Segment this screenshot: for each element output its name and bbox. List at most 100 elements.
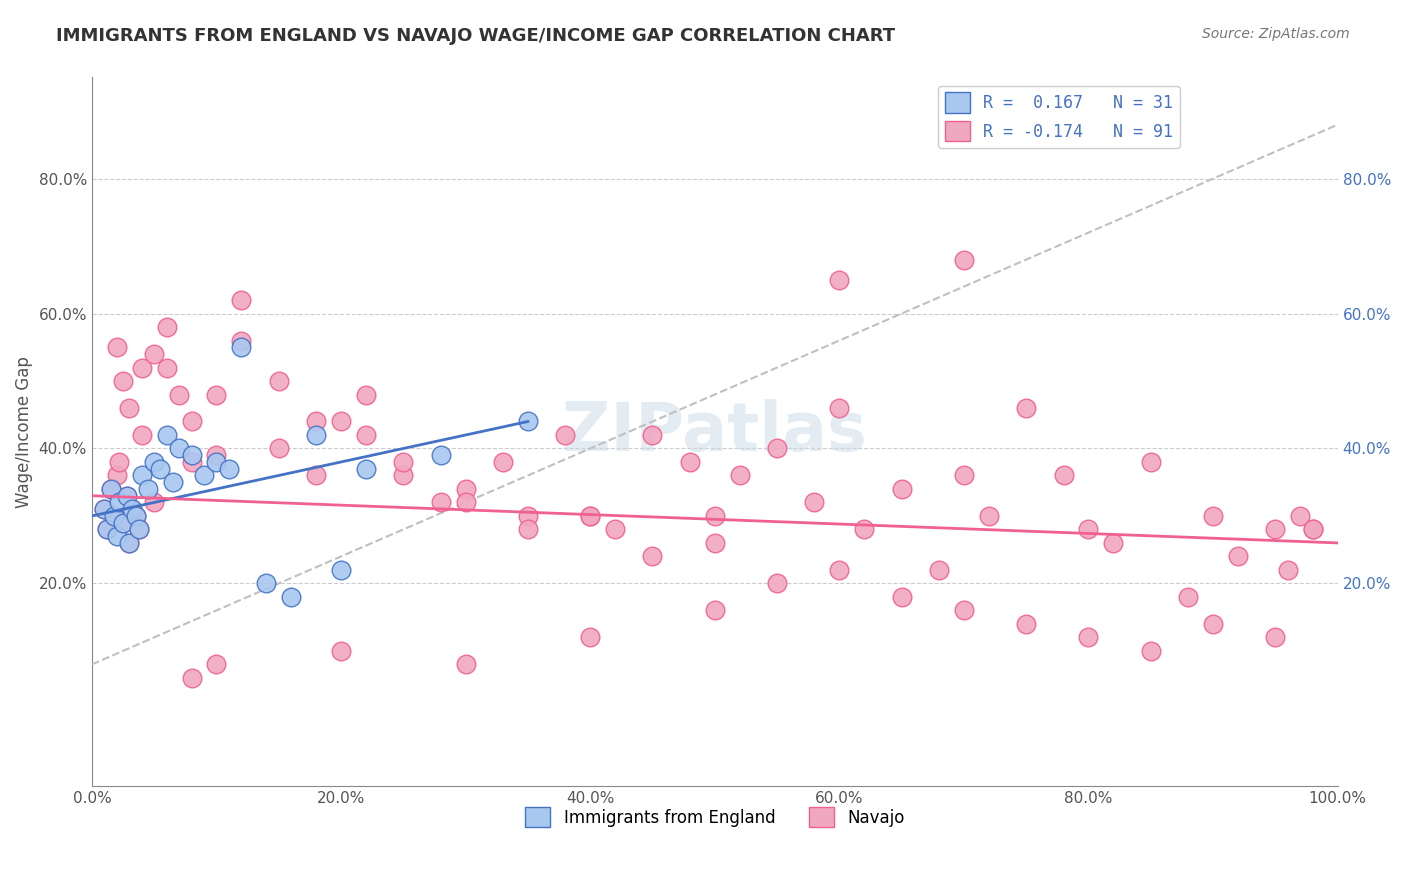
Point: [330, 644, 353, 658]
Point: [1277, 563, 1299, 577]
Point: [1177, 590, 1199, 604]
Point: [136, 482, 159, 496]
Point: [205, 657, 228, 672]
Legend: Immigrants from England, Navajo: Immigrants from England, Navajo: [519, 800, 911, 834]
Point: [128, 523, 150, 537]
Point: [853, 523, 876, 537]
Point: [305, 468, 328, 483]
Point: [516, 523, 538, 537]
Point: [766, 576, 789, 591]
Point: [554, 428, 576, 442]
Point: [118, 536, 141, 550]
Point: [516, 508, 538, 523]
Point: [1302, 523, 1324, 537]
Point: [143, 347, 166, 361]
Point: [112, 374, 135, 388]
Point: [641, 428, 664, 442]
Point: [100, 482, 122, 496]
Point: [1077, 631, 1099, 645]
Point: [115, 489, 138, 503]
Point: [105, 468, 128, 483]
Point: [143, 455, 166, 469]
Point: [766, 442, 789, 456]
Point: [641, 549, 664, 564]
Point: [231, 340, 253, 354]
Point: [118, 401, 141, 415]
Point: [579, 508, 602, 523]
Point: [454, 657, 477, 672]
Point: [1302, 523, 1324, 537]
Point: [454, 495, 477, 509]
Point: [828, 401, 851, 415]
Point: [890, 482, 912, 496]
Point: [131, 360, 153, 375]
Point: [1052, 468, 1074, 483]
Text: ZIPatlas: ZIPatlas: [562, 399, 868, 465]
Point: [330, 563, 353, 577]
Point: [305, 415, 328, 429]
Point: [180, 455, 202, 469]
Point: [108, 495, 131, 509]
Point: [280, 590, 302, 604]
Point: [124, 508, 146, 523]
Point: [156, 428, 179, 442]
Point: [953, 603, 976, 617]
Point: [93, 502, 115, 516]
Point: [305, 428, 328, 442]
Point: [603, 523, 626, 537]
Point: [330, 415, 353, 429]
Point: [953, 252, 976, 267]
Point: [180, 671, 202, 685]
Point: [1264, 631, 1286, 645]
Point: [254, 576, 277, 591]
Point: [115, 489, 138, 503]
Point: [703, 603, 725, 617]
Y-axis label: Wage/Income Gap: Wage/Income Gap: [15, 356, 32, 508]
Point: [828, 273, 851, 287]
Point: [1202, 616, 1225, 631]
Point: [103, 508, 125, 523]
Point: [579, 631, 602, 645]
Point: [93, 502, 115, 516]
Point: [1077, 523, 1099, 537]
Point: [267, 374, 290, 388]
Point: [156, 320, 179, 334]
Point: [1202, 508, 1225, 523]
Point: [354, 461, 377, 475]
Point: [1015, 401, 1038, 415]
Point: [96, 523, 118, 537]
Point: [429, 448, 451, 462]
Point: [105, 340, 128, 354]
Point: [429, 495, 451, 509]
Point: [579, 508, 602, 523]
Point: [728, 468, 751, 483]
Point: [1139, 455, 1161, 469]
Point: [205, 387, 228, 401]
Point: [803, 495, 825, 509]
Point: [96, 523, 118, 537]
Point: [112, 516, 135, 530]
Point: [703, 508, 725, 523]
Point: [100, 482, 122, 496]
Point: [108, 455, 131, 469]
Point: [1102, 536, 1125, 550]
Point: [392, 455, 415, 469]
Point: [703, 536, 725, 550]
Point: [890, 590, 912, 604]
Point: [180, 448, 202, 462]
Point: [124, 508, 146, 523]
Point: [231, 334, 253, 348]
Point: [131, 428, 153, 442]
Point: [828, 563, 851, 577]
Point: [354, 428, 377, 442]
Point: [953, 468, 976, 483]
Point: [112, 516, 135, 530]
Text: Source: ZipAtlas.com: Source: ZipAtlas.com: [1202, 27, 1350, 41]
Point: [143, 495, 166, 509]
Point: [928, 563, 950, 577]
Point: [121, 502, 143, 516]
Point: [156, 360, 179, 375]
Point: [205, 448, 228, 462]
Point: [105, 529, 128, 543]
Point: [121, 502, 143, 516]
